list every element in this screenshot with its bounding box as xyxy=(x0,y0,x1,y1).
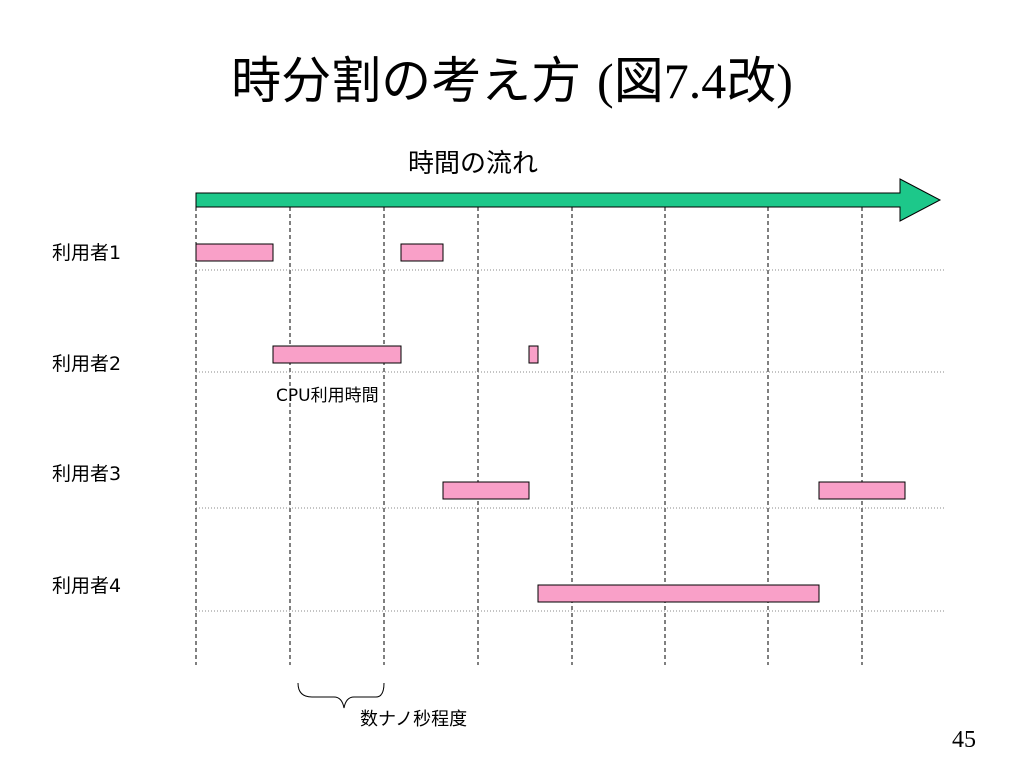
user-row-lines xyxy=(196,269,945,612)
cpu-bar-user2-2 xyxy=(528,345,539,364)
interval-brace xyxy=(297,682,385,709)
slide-title-main: 時分割の考え方 xyxy=(231,52,582,110)
cpu-bar-user1-2 xyxy=(400,243,444,262)
slide-title-figure-ref: (図7.4改) xyxy=(597,53,793,109)
page-number: 45 xyxy=(952,727,976,753)
user-label-2: 利用者2 xyxy=(52,353,122,375)
slide-title: 時分割の考え方 (図7.4改) xyxy=(0,46,1024,116)
cpu-time-label: CPU利用時間 xyxy=(276,386,379,406)
cpu-bar-user1-1 xyxy=(195,243,274,262)
time-flow-label: 時間の流れ xyxy=(407,149,538,179)
cpu-bar-user3-1 xyxy=(442,481,530,500)
cpu-bar-user4-1 xyxy=(537,584,820,603)
cpu-bar-user2-1 xyxy=(272,345,402,364)
cpu-time-bars xyxy=(195,243,906,603)
user-label-1: 利用者1 xyxy=(52,242,122,264)
user-label-4: 利用者4 xyxy=(52,575,122,597)
interval-label: 数ナノ秒程度 xyxy=(360,709,468,730)
time-flow-arrow xyxy=(195,178,942,222)
user-label-3: 利用者3 xyxy=(52,463,122,485)
cpu-bar-user3-2 xyxy=(818,481,906,500)
